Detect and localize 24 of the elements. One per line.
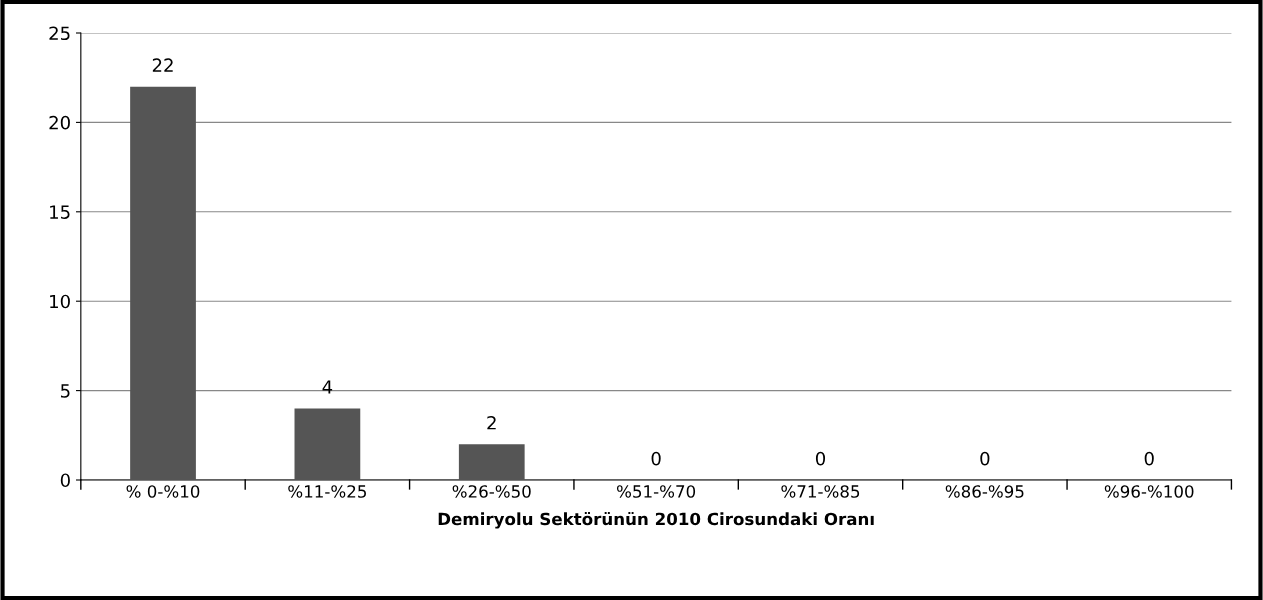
x-tick-label: %96-%100	[1104, 485, 1194, 498]
data-label: 2	[487, 415, 496, 430]
y-tick-label: 0	[60, 473, 70, 488]
y-tick-label: 5	[61, 384, 70, 398]
data-label: 0	[980, 451, 990, 466]
x-tick-label: %71-%85	[781, 485, 860, 498]
data-label: 22	[152, 58, 173, 72]
y-tick-label: 10	[50, 294, 70, 309]
y-tick-label: 25	[49, 26, 70, 41]
data-label: 0	[651, 451, 661, 466]
x-tick-label: %11-%25	[288, 485, 366, 498]
x-axis-title: Demiryolu Sektörünün 2010 Cirosundaki Oranı	[438, 512, 874, 529]
y-tick-label: 15	[50, 205, 70, 219]
bar	[294, 408, 361, 480]
data-label: 0	[815, 451, 826, 466]
x-tick-label: % 0-%10	[126, 485, 200, 498]
x-tick-label: %86-%95	[945, 485, 1024, 498]
x-tick-label: %26-%50	[452, 485, 531, 498]
data-label: 4	[322, 380, 333, 394]
bar	[458, 444, 525, 480]
x-tick-label: %51-%70	[617, 485, 696, 498]
y-tick-label: 20	[49, 115, 70, 130]
bar	[130, 86, 196, 480]
data-label: 0	[1144, 451, 1154, 466]
